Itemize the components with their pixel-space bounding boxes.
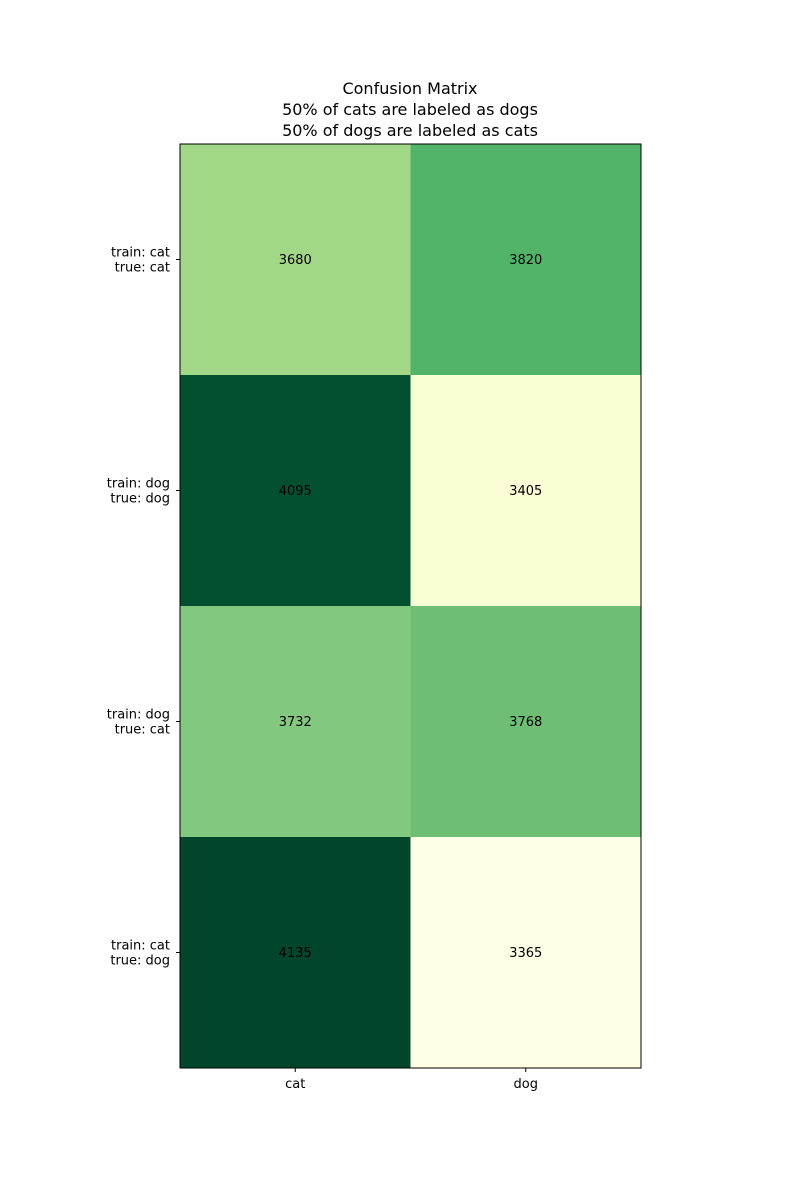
cell-value-label-r1-c1: 3405 [509, 484, 542, 499]
cell-value-label-r0-c0: 3680 [279, 253, 312, 268]
heatmap-cells [180, 144, 642, 1069]
x-tick-label-0: cat [285, 1077, 305, 1092]
y-tick-label-1-line-1: true: dog [110, 492, 170, 507]
cell-value-label-r0-c1: 3820 [509, 253, 542, 268]
y-tick-label-3-line-0: train: cat [111, 939, 170, 954]
cell-value-label-r3-c1: 3365 [509, 946, 542, 961]
chart-title-line-1: Confusion Matrix [342, 79, 477, 98]
cell-value-label-r2-c0: 3732 [279, 715, 312, 730]
chart-title-line-2: 50% of cats are labeled as dogs [282, 100, 538, 119]
y-tick-label-2-line-1: true: cat [115, 723, 170, 738]
chart-title-line-3: 50% of dogs are labeled as cats [282, 121, 538, 140]
x-tick-label-1: dog [514, 1077, 538, 1092]
y-tick-label-1-line-0: train: dog [107, 477, 170, 492]
cell-value-label-r3-c0: 4135 [279, 946, 312, 961]
cell-value-label-r2-c1: 3768 [509, 715, 542, 730]
chart-title: Confusion Matrix 50% of cats are labeled… [282, 79, 538, 140]
cell-value-label-r1-c0: 4095 [279, 484, 312, 499]
y-tick-label-0-line-0: train: cat [111, 246, 170, 261]
y-tick-label-3-line-1: true: dog [110, 954, 170, 969]
y-tick-label-0-line-1: true: cat [115, 261, 170, 276]
x-axis: cat dog [285, 1068, 538, 1092]
y-tick-label-2-line-0: train: dog [107, 708, 170, 723]
